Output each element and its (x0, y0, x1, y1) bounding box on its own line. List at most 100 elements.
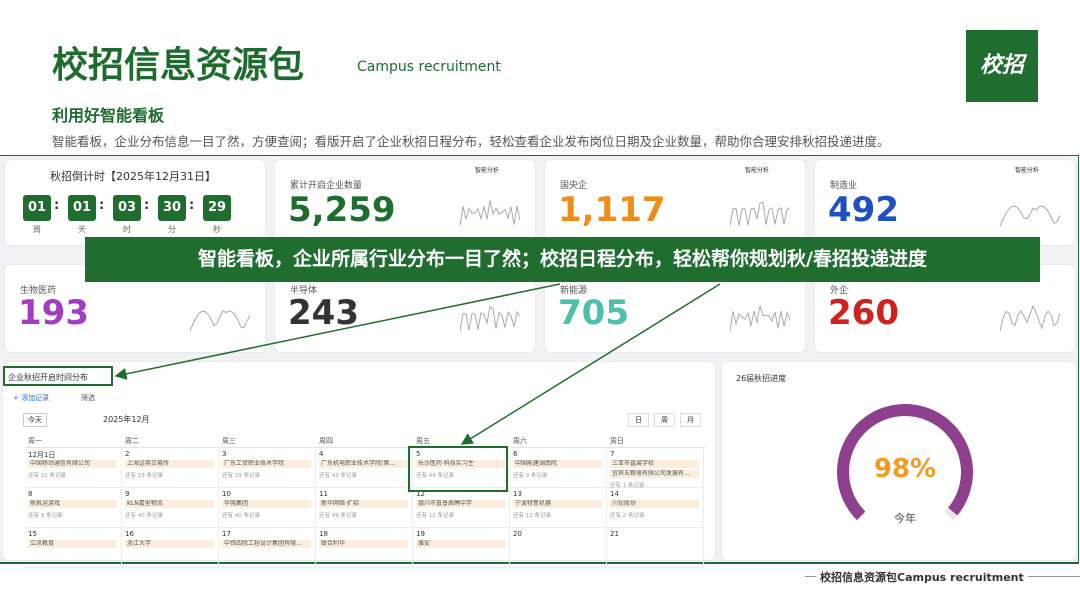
calendar-cell: 4 广东机电职业技术学院(第... 还有 43 条记录 (316, 448, 413, 488)
day-number: 16 (125, 530, 134, 538)
gauge (837, 404, 973, 521)
separator: : (144, 198, 150, 213)
more-records: 还有 12 条记录 (513, 513, 551, 519)
day-number: 17 (222, 530, 231, 538)
more-records: 还有 1 条记录 (610, 483, 645, 489)
countdown-unit: 周 (33, 225, 41, 234)
banner: 智能看板，企业所属行业分布一目了然；校招日程分布，轻松帮你规划秋/春招投递进度 (85, 237, 1040, 282)
sparkline (730, 201, 790, 227)
calendar-event: 川仪股份 (610, 500, 699, 508)
countdown-digit: 03 (113, 195, 141, 221)
calendar-cell: 9 KLN嘉里物流 还有 40 条记录 (122, 488, 219, 528)
day-number: 5 (416, 450, 421, 458)
more-records: 还有 11 条记录 (416, 513, 454, 519)
more-records: 还有 8 条记录 (28, 513, 63, 519)
day-number: 7 (610, 450, 615, 458)
countdown-digit: 01 (68, 195, 96, 221)
callout-box (3, 366, 113, 386)
day-number: 18 (319, 530, 328, 538)
filter-button: 筛选 (81, 394, 95, 402)
calendar-cell: 15 立讯教育 (25, 528, 122, 568)
separator: : (54, 198, 60, 213)
calendar-event: 华强集团 (222, 500, 311, 508)
day-number: 14 (610, 490, 619, 498)
add-button: + 添加记录 (13, 394, 50, 402)
gauge-title: 26届秋招进度 (736, 374, 787, 383)
stat-value: 243 (288, 293, 359, 333)
gauge-value: 98% (873, 454, 937, 484)
stat-card: 制造业 492 智能分析 (815, 160, 1075, 245)
calendar-cell: 21 (607, 528, 704, 568)
gauge-arc (837, 404, 973, 521)
view-button: 日 (628, 413, 649, 427)
more-records: 还有 32 条记录 (28, 473, 66, 479)
section-title: 利用好智能看板 (52, 106, 165, 125)
more-records: 还有 29 条记录 (222, 473, 260, 479)
day-number: 4 (319, 450, 324, 458)
calendar-event: 中铁四院工程设计集团有限... (222, 540, 311, 548)
subtitle: Campus recruitment (357, 59, 501, 75)
countdown-unit: 分 (168, 225, 176, 234)
day-number: 8 (28, 490, 33, 498)
calendar-cell: 20 (510, 528, 607, 568)
stat-value: 5,259 (288, 190, 396, 230)
gauge-caption: 今年 (894, 512, 916, 525)
calendar-cell: 18 联合利华 (316, 528, 413, 568)
countdown-label: 秋招倒计时【2025年12月31日】 (50, 170, 216, 183)
sparkline (190, 309, 250, 332)
title: 校招信息资源包 (52, 45, 305, 86)
calendar-event: 上海证券交易所 (125, 460, 214, 468)
calendar-event: 立讯教育 (28, 540, 117, 548)
badge: 智能分析 (475, 167, 500, 174)
description: 智能看板，企业分布信息一目了然，方便查阅；看版开启了企业秋招日程分布，轻松查看企… (52, 134, 890, 149)
calendar-cell: 6 中国能建湖南院 还有 9 条记录 (510, 448, 607, 488)
calendar-cell: 5 长沙医药·科技实习生 还有 44 条记录 (413, 448, 510, 488)
stat-card: 国央企 1,117 智能分析 (545, 160, 805, 245)
more-records: 还有 40 条记录 (125, 513, 163, 519)
stat-label: 累计开启企业数量 (290, 181, 363, 191)
calendar-cell: 8 帆帆运游戏还有 8 条记录 (25, 488, 122, 528)
calendar-cell: 12 银川市直普高聘中学 还有 11 条记录 (413, 488, 510, 528)
day-number: 9 (125, 490, 130, 498)
calendar-title: 企业秋招开启时间分布 (8, 373, 88, 382)
stat-value: 705 (558, 293, 629, 333)
calendar-event: 长沙医药·科技实习生 (416, 460, 505, 468)
stat-value: 193 (18, 293, 89, 333)
stat-label: 制造业 (830, 181, 858, 191)
weekday: 周四 (319, 437, 333, 445)
calendar-panel: 企业秋招开启时间分布 + 添加记录 筛选 今天 2025年12月 日周月周一 周二 周三 周四 周… (3, 362, 715, 568)
separator: : (99, 198, 105, 213)
gauge-panel: 26届秋招进度 98% 今年 (722, 362, 1076, 560)
sparkline (1000, 205, 1060, 227)
countdown-digit: 01 (23, 195, 51, 221)
stat-card: 累计开启企业数量 5,259 智能分析 (275, 160, 535, 245)
sparkline (1000, 304, 1060, 332)
weekday: 周二 (125, 437, 139, 445)
calendar-cell: 2 上海证券交易所 还有 19 条记录 (122, 448, 219, 488)
view-button: 月 (680, 413, 701, 427)
calendar-cell: 12月1日 中国移动通信有限公司 还有 32 条记录 (25, 448, 122, 488)
more-records: 还有 40 条记录 (222, 513, 260, 519)
weekday: 周日 (610, 437, 624, 445)
day-number: 12月1日 (28, 451, 56, 459)
day-number: 13 (513, 490, 522, 498)
calendar-event: 浙江大学 (125, 540, 214, 548)
today-button: 今天 (23, 413, 47, 427)
footer: 校招信息资源包Campus recruitment (816, 569, 1028, 585)
calendar-event: 帆帆运游戏 (28, 500, 117, 508)
sparkline (460, 305, 520, 332)
stat-value: 260 (828, 293, 899, 333)
day-number: 21 (610, 530, 619, 538)
stat-value: 1,117 (558, 190, 666, 230)
countdown-card: 秋招倒计时【2025年12月31日】 01 周:01 天:03 时:30 分:29 秒 (5, 160, 265, 245)
view-button: 周 (654, 413, 675, 427)
calendar-event: 银川市直普高聘中学 (416, 500, 505, 508)
calendar-event: 联合利华 (319, 540, 408, 548)
calendar-event: 中国移动通信有限公司 (28, 460, 117, 468)
weekday: 周一 (28, 437, 42, 445)
calendar-event: 中国能建湖南院 (513, 460, 602, 468)
more-records: 还有 49 条记录 (319, 513, 357, 519)
calendar-cell: 19 雅安 (413, 528, 510, 568)
sparkline (460, 200, 520, 227)
